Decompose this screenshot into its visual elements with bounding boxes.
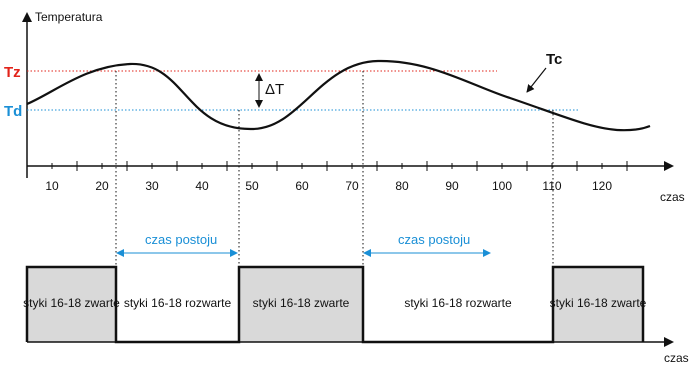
x-tick-label: 70 bbox=[345, 179, 359, 193]
closed-segment-fill bbox=[239, 267, 363, 342]
x-tick-label: 60 bbox=[295, 179, 309, 193]
x-tick-label: 100 bbox=[492, 179, 512, 193]
x-tick-label: 110 bbox=[542, 179, 561, 193]
td-label: Td bbox=[4, 103, 22, 120]
x-tick-label: 50 bbox=[245, 179, 259, 193]
tc-label: Tc bbox=[546, 51, 562, 68]
x-tick-label: 40 bbox=[195, 179, 209, 193]
top-y-axis-label: Temperatura bbox=[35, 10, 103, 24]
x-tick-label: 80 bbox=[395, 179, 409, 193]
delta-t-label: ΔT bbox=[265, 81, 284, 98]
idle-label-1: czas postoju bbox=[145, 232, 217, 247]
segment-label: styki 16-18 rozwarte bbox=[404, 296, 512, 310]
tz-label: Tz bbox=[4, 64, 21, 81]
closed-segment-fill bbox=[553, 267, 643, 342]
tc-pointer bbox=[526, 67, 547, 93]
x-tick-label: 10 bbox=[45, 179, 59, 193]
x-tick-label: 30 bbox=[145, 179, 159, 193]
segment-label: styki 16-18 zwarte bbox=[23, 296, 120, 310]
x-tick-group: 10 20 30 40 50 60 70 80 90 100 110 120 bbox=[45, 161, 628, 193]
segment-label: styki 16-18 zwarte bbox=[550, 296, 647, 310]
x-tick-label: 90 bbox=[445, 179, 459, 193]
contact-segments: styki 16-18 zwarte styki 16-18 rozwarte st… bbox=[23, 265, 647, 344]
segment-label: styki 16-18 rozwarte bbox=[124, 296, 232, 310]
temperature-curve bbox=[26, 59, 651, 132]
segment-label: styki 16-18 zwarte bbox=[253, 296, 350, 310]
top-x-axis-label: czas bbox=[660, 190, 685, 204]
x-tick-label: 120 bbox=[592, 179, 612, 193]
bottom-x-axis-label: czas bbox=[664, 351, 689, 365]
x-tick-label: 20 bbox=[95, 179, 109, 193]
idle-label-2: czas postoju bbox=[398, 232, 470, 247]
contact-state-waveform bbox=[25, 265, 645, 344]
closed-segment-fill bbox=[27, 267, 116, 342]
